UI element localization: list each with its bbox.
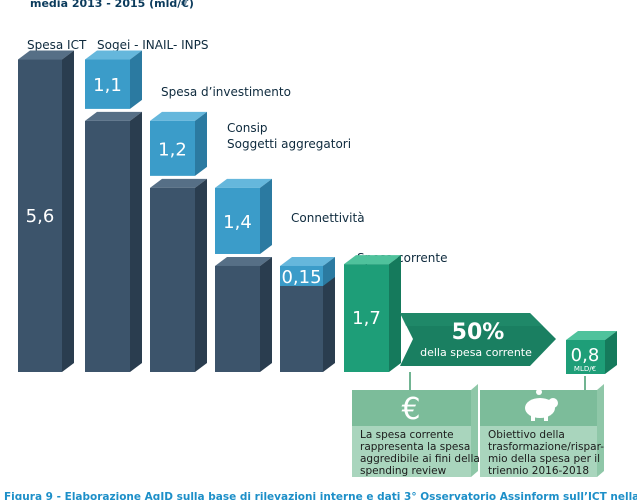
- saving-percent-sub: della spesa corrente: [420, 346, 532, 359]
- note-right-line-3: mio della spesa per il: [488, 453, 600, 465]
- saving-unit: MLD/€: [574, 365, 596, 373]
- note-left-line-4: spending review: [360, 465, 447, 477]
- arrow-shape: [400, 313, 556, 366]
- bar-remaining-4-side: [323, 265, 335, 372]
- saving-arrow: 50% della spesa corrente: [400, 313, 556, 366]
- bar-deduction-2-side: [195, 111, 207, 176]
- note-right-line-2: trasformazione/rispar-: [488, 441, 604, 453]
- note-left-line-1: La spesa corrente: [360, 429, 454, 441]
- bar-value-4: 0,15: [281, 267, 321, 288]
- bar-remaining-1-front: [85, 120, 130, 373]
- bar-remaining-3-side: [260, 256, 272, 372]
- label-sogei: Sogei - INAIL- INPS: [97, 38, 209, 52]
- bar-deduction-4-front: [280, 265, 323, 286]
- saving-box: 0,8 MLD/€: [566, 331, 617, 374]
- note-right-line-4: triennio 2016-2018: [488, 465, 589, 477]
- bar-spesa-ict-front: [18, 59, 62, 373]
- bar-deduction-4-side: [323, 256, 335, 286]
- label-investimento: Spesa d’investimento: [161, 85, 291, 99]
- note-panel-left: € La spesa corrente rappresenta la spesa…: [352, 384, 480, 477]
- bar-remaining-2-front: [150, 187, 195, 372]
- arrow-highlight: [400, 313, 543, 326]
- label-connettivita: Connettività: [291, 211, 365, 225]
- note-left-line-3: aggredibile ai fini della: [360, 453, 480, 465]
- bar-value-1: 1,1: [93, 75, 122, 96]
- saving-percent: 50%: [452, 320, 505, 345]
- bar-deduction-1-front: [85, 59, 130, 109]
- chart-subtitle: media 2013 - 2015 (mld/€): [30, 0, 194, 10]
- label-consip: Consip: [227, 121, 268, 135]
- bar-spesa-ict-side: [62, 50, 74, 373]
- saving-box-front: [566, 340, 605, 374]
- label-soggetti-aggregatori: Soggetti aggregatori: [227, 137, 351, 151]
- panel-left-text-area: [352, 426, 471, 477]
- bar-deduction-1-top: [85, 50, 142, 60]
- bar-deduction-2-top: [150, 111, 207, 121]
- bar-value-spesa-ict: 5,6: [26, 206, 55, 227]
- bar-value-2: 1,2: [158, 139, 187, 160]
- bar-deduction-3-top: [215, 178, 272, 188]
- bar-spesa-corrente-front: [344, 264, 389, 372]
- label-spesa-ict: Spesa ICT: [27, 38, 87, 52]
- bar-remaining-1-top: [85, 111, 142, 121]
- saving-box-top: [566, 331, 617, 340]
- bar-deduction-2-front: [150, 120, 195, 176]
- bar-value-spesa-corrente: 1,7: [352, 308, 381, 329]
- bar-value-3: 1,4: [223, 212, 252, 233]
- bar-remaining-1-side: [130, 111, 142, 373]
- panel-left-side: [471, 384, 478, 477]
- euro-icon: €: [401, 392, 420, 427]
- bars-group: 5,6 1,1 1,2 1,4 0,15 1,7: [18, 50, 401, 373]
- saving-value: 0,8: [571, 345, 600, 366]
- bar-spesa-corrente-top: [344, 255, 401, 265]
- note-left-line-2: rappresenta la spesa: [360, 441, 470, 453]
- note-panel-right: Obiettivo della trasformazione/rispar- m…: [480, 384, 604, 477]
- panel-right-text-area: [480, 426, 597, 477]
- panel-right-side: [597, 384, 604, 477]
- figure-caption: Figura 9 - Elaborazione AgID sulla base …: [4, 491, 637, 500]
- bar-deduction-3-front: [215, 187, 260, 254]
- bar-spesa-ict-top: [18, 50, 74, 60]
- piggy-bank-icon: [525, 389, 558, 421]
- bar-deduction-3-side: [260, 178, 272, 254]
- bar-deduction-4-top: [280, 256, 335, 266]
- bar-remaining-4-front: [280, 274, 323, 372]
- saving-box-side: [605, 331, 617, 374]
- panel-left-icon-area: [352, 390, 471, 426]
- note-right-line-1: Obiettivo della: [488, 429, 565, 441]
- bar-spesa-corrente-side: [389, 255, 401, 372]
- bar-deduction-1-side: [130, 50, 142, 109]
- bar-remaining-2-top: [150, 178, 207, 188]
- bar-remaining-3-front: [215, 265, 260, 372]
- bar-remaining-2-side: [195, 178, 207, 372]
- bar-remaining-3-top: [215, 256, 272, 266]
